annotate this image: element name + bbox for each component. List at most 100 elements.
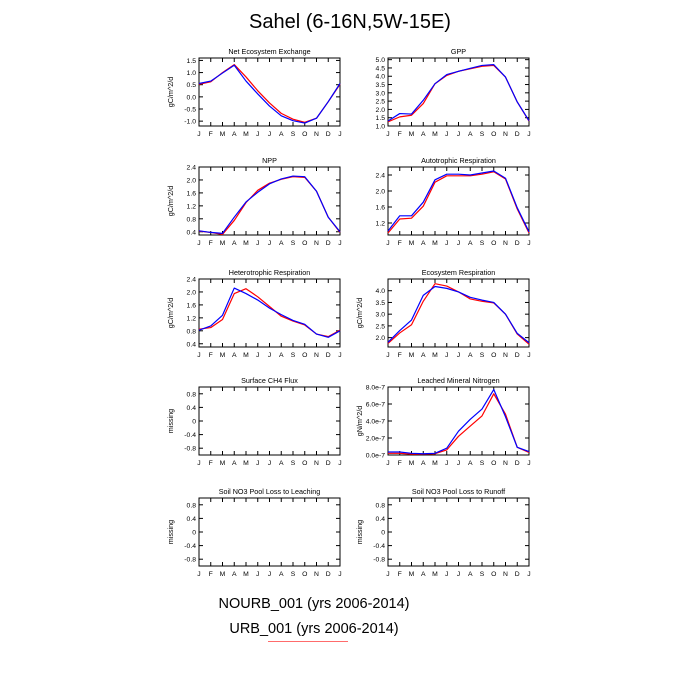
x-tick-label: J xyxy=(338,460,341,467)
x-tick-label: N xyxy=(314,131,319,138)
x-tick-label: D xyxy=(326,460,331,467)
x-tick-label: M xyxy=(220,240,226,247)
y-tick-label: 5.0 xyxy=(376,57,386,64)
panel-title: NPP xyxy=(262,156,277,165)
y-tick-label: 1.6 xyxy=(187,302,197,309)
x-tick-label: S xyxy=(291,460,296,467)
x-tick-label: J xyxy=(457,460,460,467)
plot-frame xyxy=(387,278,530,348)
x-tick-label: S xyxy=(480,131,485,138)
x-tick-label: O xyxy=(491,352,496,359)
y-tick-label: 2.0 xyxy=(376,189,386,196)
y-tick-label: 0 xyxy=(192,530,196,537)
x-tick-label: M xyxy=(409,352,415,359)
plot-frame xyxy=(198,278,341,348)
legend-entry-nourb: NOURB_001 (yrs 2006-2014) xyxy=(218,596,410,612)
y-tick-label: 4.0e-7 xyxy=(366,419,385,426)
y-tick-label: 0.0e-7 xyxy=(366,453,385,460)
y-axis-label: missing xyxy=(166,409,175,433)
x-tick-label: J xyxy=(445,352,448,359)
series-line-1 xyxy=(198,63,341,123)
x-tick-label: S xyxy=(291,571,296,578)
y-tick-label: 0.5 xyxy=(187,82,197,89)
plot-frame xyxy=(387,166,530,236)
x-tick-label: A xyxy=(421,571,426,578)
x-tick-label: J xyxy=(197,460,200,467)
x-tick-label: S xyxy=(480,352,485,359)
y-tick-label: 0.8 xyxy=(187,328,197,335)
x-tick-label: O xyxy=(302,131,307,138)
x-tick-label: O xyxy=(302,571,307,578)
x-tick-label: J xyxy=(445,131,448,138)
legend-swatch-urb xyxy=(268,641,348,642)
x-tick-label: D xyxy=(326,571,331,578)
y-tick-label: 2.4 xyxy=(187,277,197,284)
y-axis-label: gC/m^2/d xyxy=(166,77,175,108)
panel-title: Soil NO3 Pool Loss to Runoff xyxy=(412,487,505,496)
x-tick-label: M xyxy=(432,571,438,578)
y-tick-label: 3.0 xyxy=(376,90,386,97)
x-tick-label: N xyxy=(503,240,508,247)
x-tick-label: A xyxy=(468,352,473,359)
series-line-2 xyxy=(387,170,530,233)
x-tick-label: F xyxy=(209,240,213,247)
x-tick-label: N xyxy=(314,460,319,467)
x-tick-label: M xyxy=(243,352,249,359)
x-tick-label: A xyxy=(279,571,284,578)
x-tick-label: A xyxy=(279,131,284,138)
x-tick-label: A xyxy=(468,460,473,467)
y-axis-label: gC/m^2/d xyxy=(355,298,364,329)
x-tick-label: J xyxy=(268,352,271,359)
y-tick-label: 4.0 xyxy=(376,74,386,81)
x-tick-label: A xyxy=(232,240,237,247)
x-tick-label: J xyxy=(457,240,460,247)
x-tick-label: J xyxy=(268,460,271,467)
x-tick-label: O xyxy=(491,571,496,578)
x-tick-label: F xyxy=(398,352,402,359)
y-tick-label: 2.4 xyxy=(187,165,197,172)
x-tick-label: M xyxy=(243,460,249,467)
y-tick-label: 0.0 xyxy=(187,94,197,101)
x-tick-label: J xyxy=(197,571,200,578)
x-tick-label: J xyxy=(386,352,389,359)
y-axis-label: missing xyxy=(166,520,175,544)
x-tick-label: J xyxy=(268,131,271,138)
y-tick-label: -0.5 xyxy=(184,107,196,114)
x-tick-label: M xyxy=(409,240,415,247)
y-tick-label: 2.0e-7 xyxy=(366,436,385,443)
x-tick-label: A xyxy=(279,240,284,247)
y-tick-label: -0.8 xyxy=(373,557,385,564)
x-tick-label: O xyxy=(302,352,307,359)
x-tick-label: A xyxy=(421,352,426,359)
x-tick-label: S xyxy=(480,571,485,578)
x-tick-label: J xyxy=(386,571,389,578)
x-tick-label: M xyxy=(243,240,249,247)
x-tick-label: N xyxy=(314,352,319,359)
x-tick-label: J xyxy=(386,131,389,138)
legend-entry-urb: URB_001 (yrs 2006-2014) xyxy=(229,621,399,637)
y-tick-label: 0.4 xyxy=(376,516,386,523)
x-tick-label: A xyxy=(232,352,237,359)
x-tick-label: J xyxy=(527,460,530,467)
x-tick-label: D xyxy=(326,131,331,138)
x-tick-label: J xyxy=(268,240,271,247)
x-tick-label: M xyxy=(432,240,438,247)
chart-panel-5: Heterotrophic Respiration gC/m^2/d 0.4 0.8 1… xyxy=(166,268,342,359)
x-tick-label: N xyxy=(503,571,508,578)
y-tick-label: 0.4 xyxy=(187,516,197,523)
x-tick-label: A xyxy=(279,460,284,467)
chart-panel-7: Surface CH4 Flux missing -0.8 -0.4 0 0.4 0.8 J F… xyxy=(166,376,342,467)
y-tick-label: -1.0 xyxy=(184,119,196,126)
x-tick-label: A xyxy=(279,352,284,359)
x-tick-label: A xyxy=(232,460,237,467)
y-tick-label: -0.4 xyxy=(184,432,196,439)
x-tick-label: N xyxy=(503,352,508,359)
x-tick-label: D xyxy=(515,131,520,138)
x-tick-label: M xyxy=(409,460,415,467)
panel-title: GPP xyxy=(451,47,466,56)
x-tick-label: A xyxy=(421,240,426,247)
plot-frame xyxy=(198,497,341,567)
x-tick-label: J xyxy=(457,131,460,138)
x-tick-label: J xyxy=(457,571,460,578)
